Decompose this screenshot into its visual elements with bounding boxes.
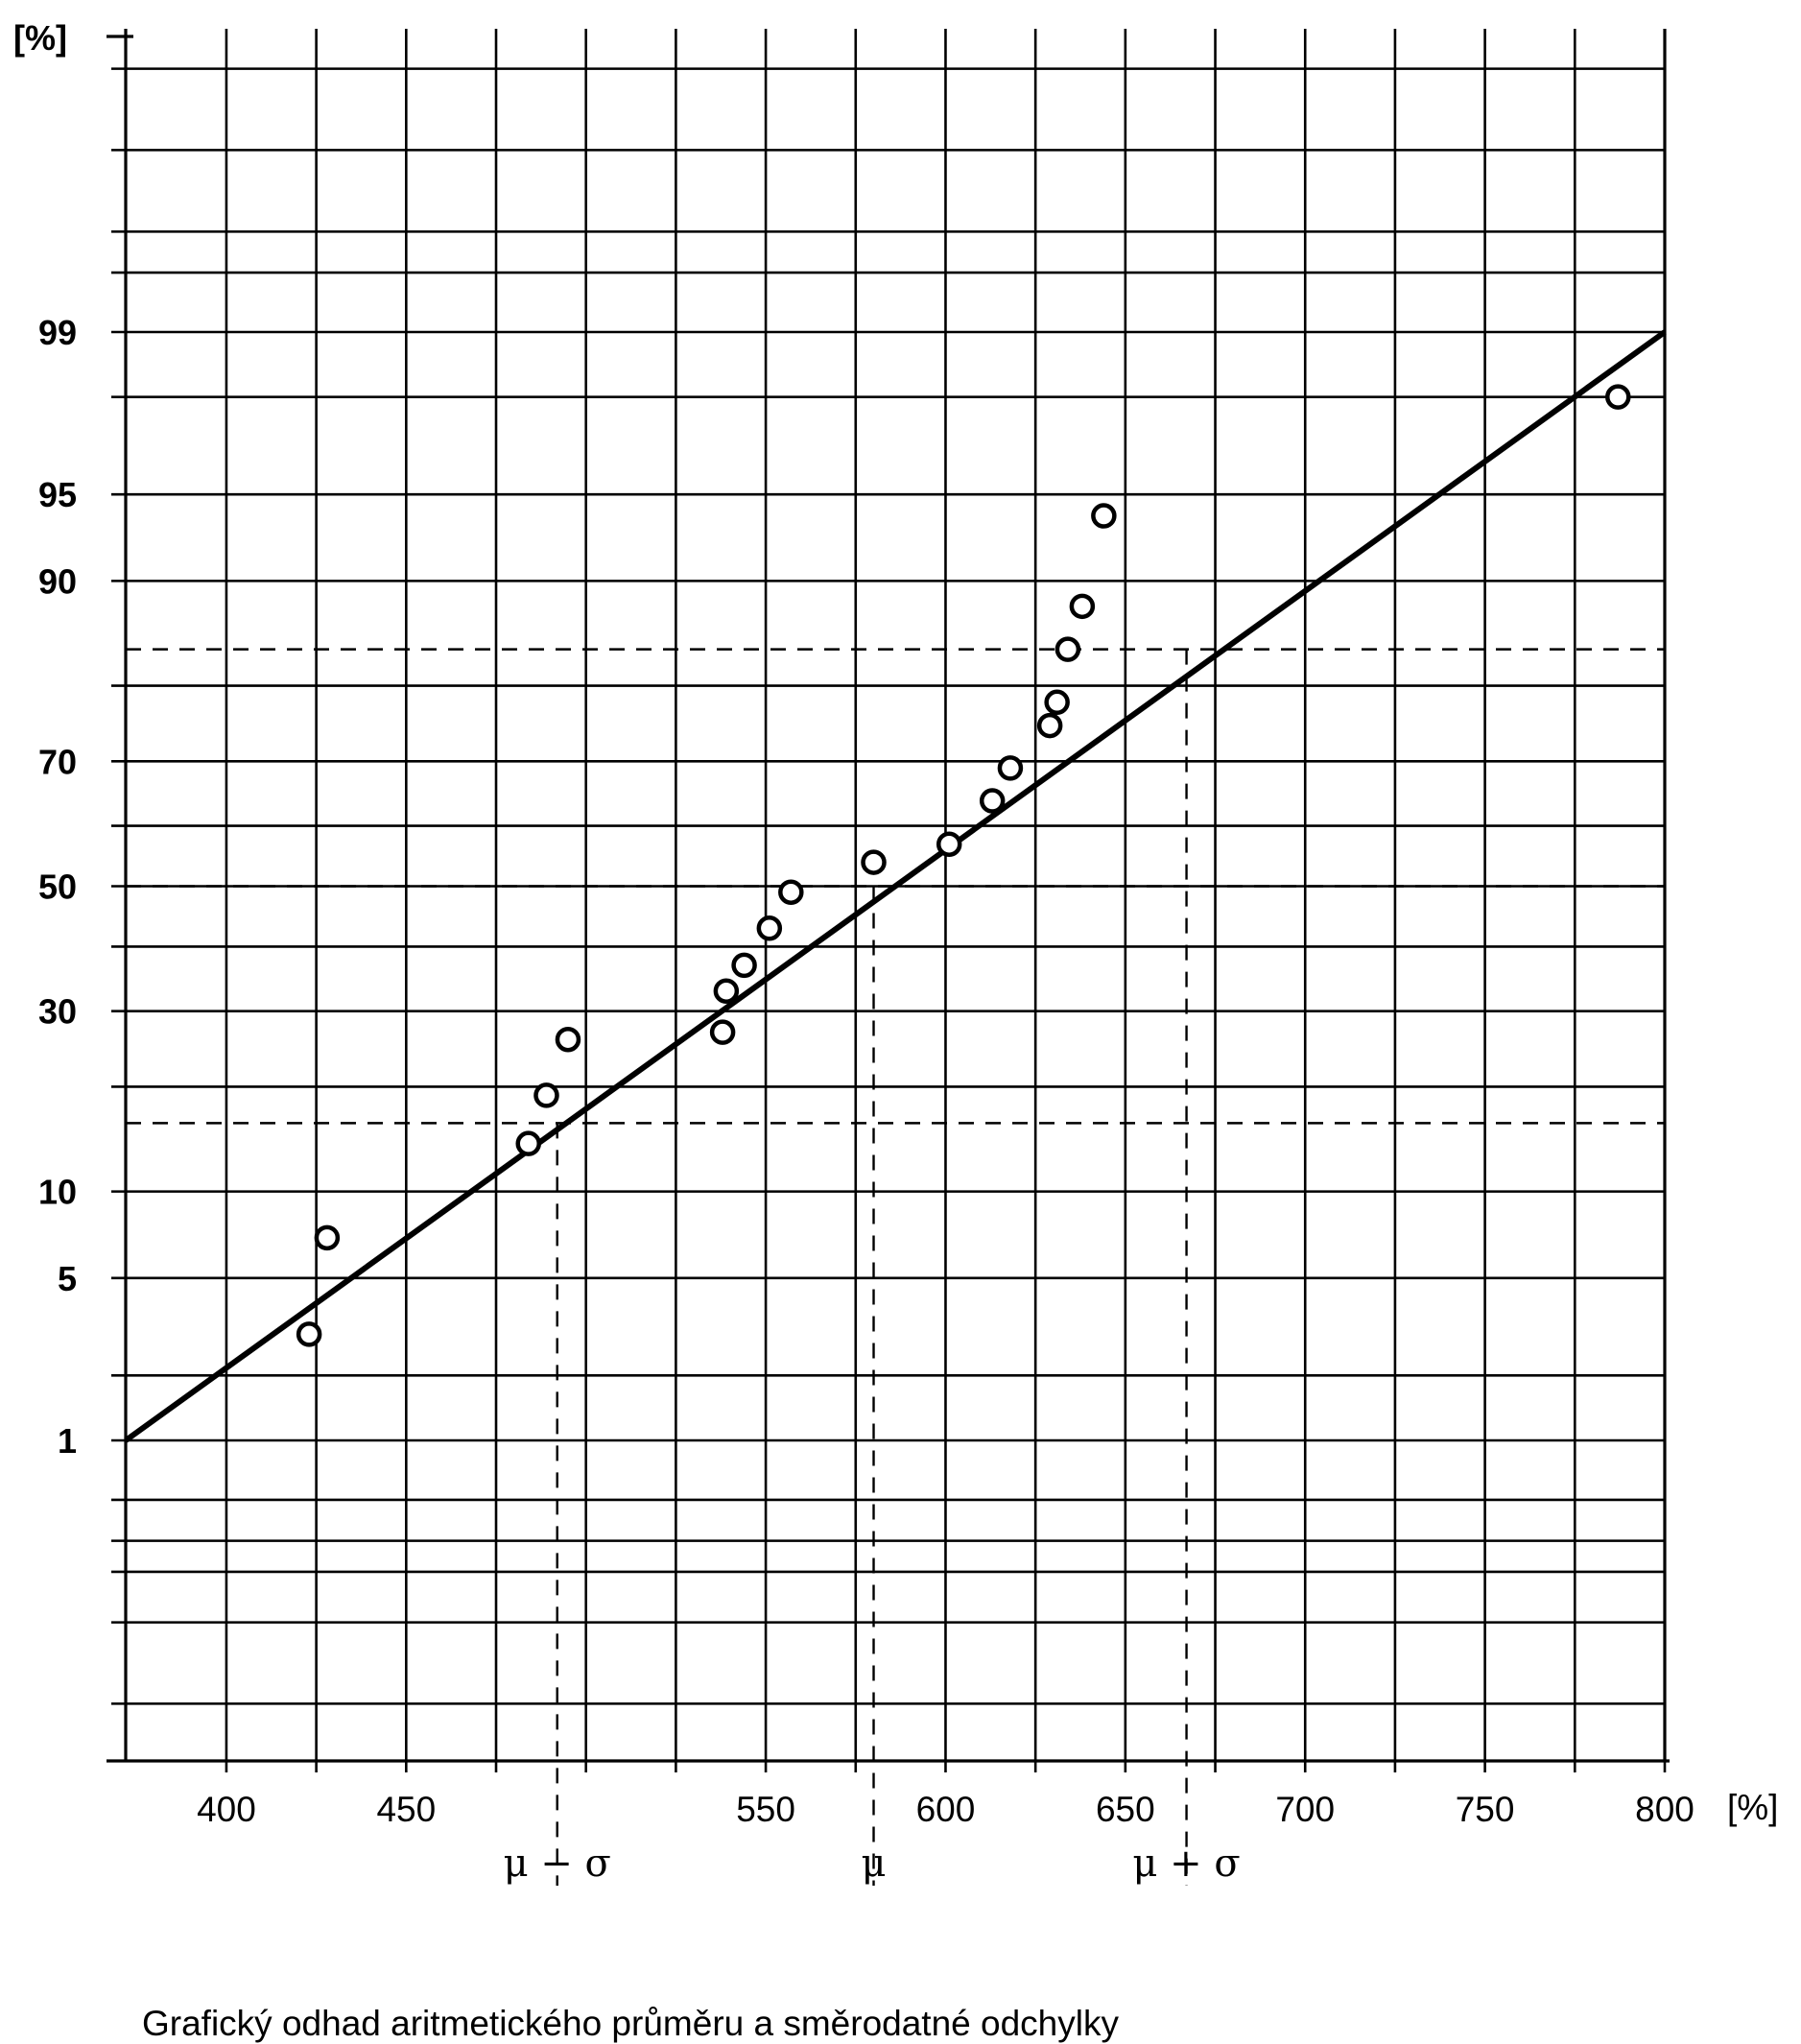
x-tick-label: 550 xyxy=(736,1790,795,1829)
data-point xyxy=(1091,503,1117,529)
data-point xyxy=(979,788,1006,814)
y-tick-label: 1 xyxy=(58,1421,77,1461)
data-point xyxy=(936,831,962,857)
y-axis-unit: [%] xyxy=(13,18,67,58)
x-tick-label: 450 xyxy=(376,1790,436,1829)
data-point xyxy=(1044,689,1070,716)
data-point xyxy=(533,1082,559,1108)
data-point xyxy=(296,1321,322,1347)
data-point xyxy=(731,952,757,979)
data-point xyxy=(314,1224,341,1251)
data-point xyxy=(756,915,783,941)
x-tick-label: 650 xyxy=(1096,1790,1155,1829)
data-point xyxy=(555,1026,581,1053)
y-tick-label: 30 xyxy=(38,992,77,1032)
axis-labels: 1 5 10 30 50 70 90 95 99 [%] 400 450 550 600 650 700 750… xyxy=(13,18,1778,1886)
data-points xyxy=(296,384,1631,1347)
y-tick-label: 70 xyxy=(38,742,77,781)
data-point xyxy=(1036,712,1063,739)
y-tick-label: 10 xyxy=(38,1173,77,1212)
x-tick-label: 600 xyxy=(916,1790,976,1829)
grid xyxy=(111,29,1665,1761)
data-point xyxy=(1069,593,1096,620)
reference-lines xyxy=(126,648,1665,1886)
marker-label: μ + σ xyxy=(1132,1842,1240,1886)
y-tick-label: 90 xyxy=(38,561,77,601)
x-tick-label: 750 xyxy=(1456,1790,1515,1829)
fit-line-group xyxy=(124,329,1667,1443)
x-tick-label: 800 xyxy=(1635,1790,1694,1829)
plot-frame xyxy=(107,29,1670,1772)
x-tick-label: 400 xyxy=(197,1790,256,1829)
data-point xyxy=(515,1130,541,1156)
data-point xyxy=(778,879,804,905)
marker-label: μ − σ xyxy=(504,1842,611,1886)
y-tick-label: 95 xyxy=(38,475,77,514)
data-point xyxy=(997,755,1024,781)
marker-label: μ xyxy=(862,1842,887,1886)
y-tick-label: 5 xyxy=(58,1259,77,1298)
y-tick-label: 99 xyxy=(38,313,77,352)
data-point xyxy=(861,849,887,875)
data-point xyxy=(1055,636,1081,662)
x-axis-unit: [%] xyxy=(1727,1788,1778,1827)
data-point xyxy=(713,978,740,1004)
chart-caption: Grafický odhad aritmetického průměru a s… xyxy=(142,2004,1119,2043)
data-point xyxy=(709,1019,736,1045)
x-tick-label: 700 xyxy=(1275,1790,1335,1829)
fit-line xyxy=(124,329,1667,1443)
y-tick-label: 50 xyxy=(38,868,77,907)
data-point xyxy=(1605,384,1631,410)
